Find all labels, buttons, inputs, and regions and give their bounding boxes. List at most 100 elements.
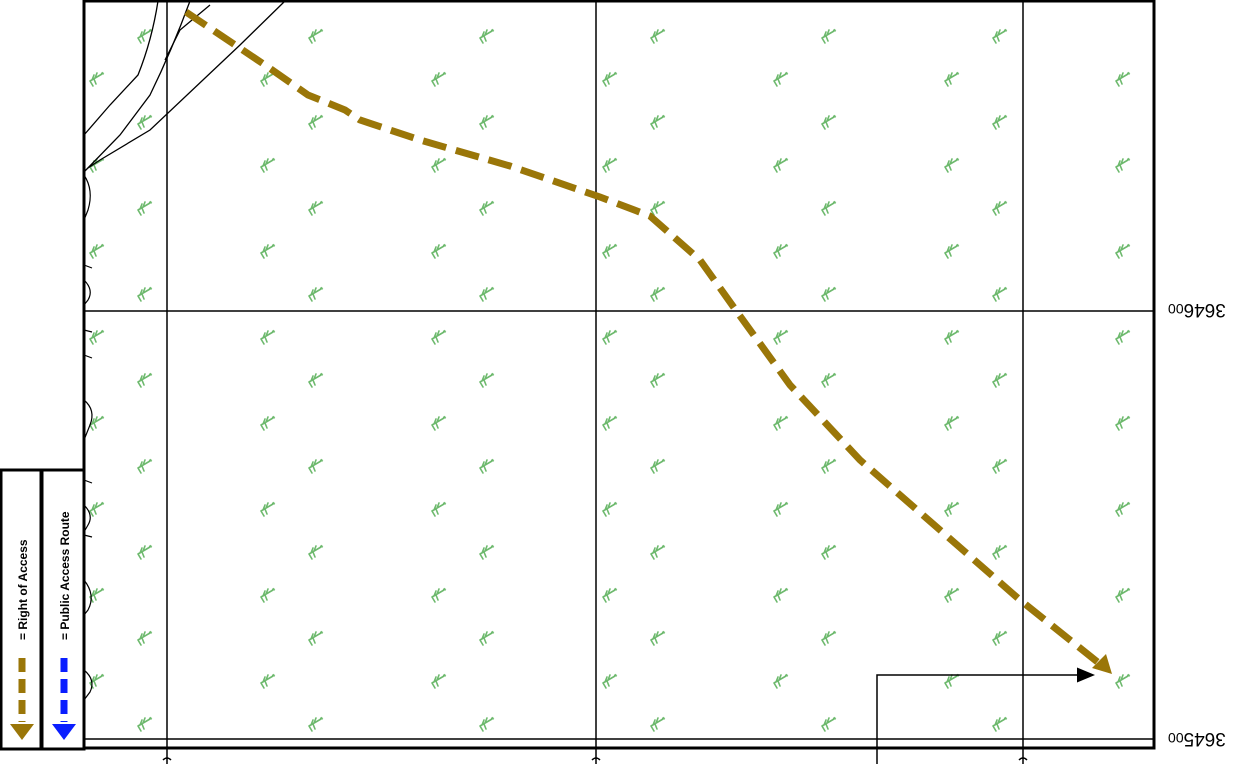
marsh-symbol-icon [137, 372, 153, 388]
marsh-symbol-icon [650, 200, 666, 216]
marsh-symbol-icon [1115, 71, 1131, 87]
marsh-symbol-icon [1115, 329, 1131, 345]
marsh-symbol-icon [137, 200, 153, 216]
marsh-symbol-icon [602, 243, 618, 259]
marsh-symbol-icon [992, 200, 1008, 216]
marsh-symbol-icon [89, 501, 105, 517]
marsh-symbol-icon [308, 630, 324, 646]
marsh-symbol-icon [944, 501, 960, 517]
marsh-symbol-icon [308, 114, 324, 130]
right-of-access-route [184, 9, 1108, 671]
marsh-symbol-icon [992, 28, 1008, 44]
marsh-symbol-icon [260, 673, 276, 689]
legend: = Right of Access = Public Access Route [0, 468, 86, 751]
marsh-symbol-icon [308, 286, 324, 302]
marsh-symbol-icon [308, 372, 324, 388]
marsh-symbol-icon [479, 286, 495, 302]
grid-lines [84, 1, 1154, 764]
marsh-symbol-icon [431, 415, 447, 431]
marsh-symbol-icon [650, 286, 666, 302]
marsh-symbol-icon [479, 630, 495, 646]
grid-ticks [162, 757, 1028, 761]
marsh-symbol-icon [650, 716, 666, 732]
marsh-symbol-icon [431, 243, 447, 259]
northing-suffix: 00 [1168, 301, 1184, 317]
marsh-symbol-icon [308, 458, 324, 474]
marsh-symbol-icon [821, 630, 837, 646]
marsh-symbol-icon [650, 372, 666, 388]
marsh-symbol-icon [1115, 587, 1131, 603]
marsh-symbol-icon [773, 673, 789, 689]
marsh-symbol-icon [602, 329, 618, 345]
road-lines [83, 0, 286, 173]
marsh-symbol-icon [944, 673, 960, 689]
marsh-symbol-icon [773, 415, 789, 431]
marsh-symbol-icon [308, 200, 324, 216]
marsh-symbol-icon [602, 71, 618, 87]
marsh-symbol-icon [821, 286, 837, 302]
marsh-symbol-icon [260, 329, 276, 345]
legend-label-public-access: = Public Access Route [58, 511, 72, 640]
marsh-symbol-icon [479, 372, 495, 388]
marsh-symbol-icon [260, 243, 276, 259]
marsh-symbol-icon [944, 157, 960, 173]
marsh-symbol-icon [821, 544, 837, 560]
northing-value: 3646 [1183, 299, 1226, 320]
marsh-symbol-icon [773, 501, 789, 517]
northing-label-upper: 364600 [1168, 299, 1226, 320]
marsh-symbol-icon [602, 157, 618, 173]
marsh-symbol-icon [479, 716, 495, 732]
marsh-symbol-icon [479, 28, 495, 44]
marsh-symbol-icon [650, 544, 666, 560]
northing-label-lower: 364500 [1168, 728, 1226, 749]
marsh-symbol-icon [260, 501, 276, 517]
leader-line [876, 667, 1095, 764]
marsh-symbol-icon [821, 458, 837, 474]
marsh-symbol-icon [260, 415, 276, 431]
marsh-symbol-icon [602, 415, 618, 431]
marsh-symbol-icon [479, 114, 495, 130]
marsh-symbol-icon [137, 716, 153, 732]
marsh-symbol-icon [992, 630, 1008, 646]
marsh-symbol-icon [650, 458, 666, 474]
marsh-symbol-icon [1115, 673, 1131, 689]
marsh-symbol-icon [479, 200, 495, 216]
marsh-symbol-icon [137, 458, 153, 474]
marsh-symbol-icon [773, 71, 789, 87]
marsh-symbol-icon [89, 587, 105, 603]
marsh-symbol-icon [137, 286, 153, 302]
marsh-symbol-icon [944, 71, 960, 87]
marsh-symbol-icon [602, 501, 618, 517]
marsh-symbol-icon [773, 243, 789, 259]
northing-suffix: 00 [1168, 730, 1184, 746]
marsh-symbol-icon [602, 673, 618, 689]
marsh-symbol-icon [479, 458, 495, 474]
marsh-symbol-icon [137, 544, 153, 560]
marsh-symbol-icon [89, 71, 105, 87]
marsh-symbol-icon [821, 716, 837, 732]
marsh-symbol-icon [821, 114, 837, 130]
marsh-symbol-icon [992, 286, 1008, 302]
marsh-symbol-icon [821, 28, 837, 44]
marsh-symbol-icon [260, 157, 276, 173]
marsh-symbol-icon [431, 673, 447, 689]
marsh-symbol-icon [821, 200, 837, 216]
marsh-symbol-icon [602, 587, 618, 603]
marsh-symbol-icon [479, 544, 495, 560]
marsh-symbol-icon [944, 415, 960, 431]
marsh-symbol-icon [431, 587, 447, 603]
vegetation-pattern [89, 28, 1131, 732]
marsh-symbol-icon [992, 114, 1008, 130]
marsh-symbol-icon [773, 157, 789, 173]
marsh-symbol-icon [431, 157, 447, 173]
marsh-symbol-icon [992, 716, 1008, 732]
marsh-symbol-icon [944, 329, 960, 345]
marsh-symbol-icon [650, 28, 666, 44]
marsh-symbol-icon [308, 28, 324, 44]
marsh-symbol-icon [89, 329, 105, 345]
marsh-symbol-icon [1115, 157, 1131, 173]
marsh-symbol-icon [821, 372, 837, 388]
northing-value: 3645 [1183, 728, 1226, 749]
marsh-symbol-icon [137, 114, 153, 130]
